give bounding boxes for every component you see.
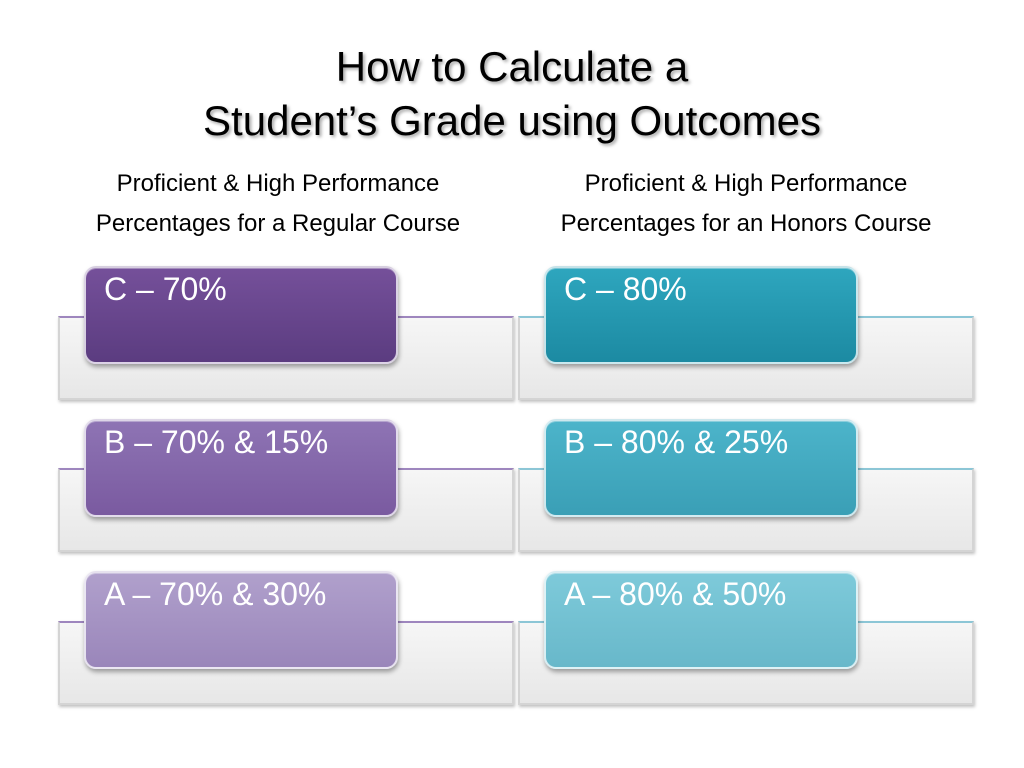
regular-grade-c-card: C – 70% bbox=[84, 266, 398, 364]
honors-grade-b-card: B – 80% & 25% bbox=[544, 419, 858, 517]
slide-title: How to Calculate a Student’s Grade using… bbox=[0, 40, 1024, 148]
regular-course-heading: Proficient & High Performance Percentage… bbox=[48, 164, 508, 244]
honors-grade-b-label: B – 80% & 25% bbox=[564, 423, 789, 460]
regular-grade-b-label: B – 70% & 15% bbox=[104, 423, 329, 460]
slide-title-line-2: Student’s Grade using Outcomes bbox=[203, 97, 821, 144]
regular-grade-a-card: A – 70% & 30% bbox=[84, 571, 398, 669]
regular-grade-b-card: B – 70% & 15% bbox=[84, 419, 398, 517]
honors-course-heading: Proficient & High Performance Percentage… bbox=[516, 164, 976, 244]
regular-grade-a-label: A – 70% & 30% bbox=[104, 575, 327, 612]
slide-title-line-1: How to Calculate a bbox=[335, 43, 689, 90]
honors-course-heading-line-2: Percentages for an Honors Course bbox=[560, 210, 932, 237]
honors-course-heading-line-1: Proficient & High Performance bbox=[584, 170, 908, 197]
honors-grade-c-label: C – 80% bbox=[564, 270, 687, 307]
honors-grade-a-label: A – 80% & 50% bbox=[564, 575, 787, 612]
regular-grade-c-label: C – 70% bbox=[104, 270, 227, 307]
regular-course-heading-line-2: Percentages for a Regular Course bbox=[95, 210, 461, 237]
honors-grade-a-card: A – 80% & 50% bbox=[544, 571, 858, 669]
honors-grade-c-card: C – 80% bbox=[544, 266, 858, 364]
regular-course-heading-line-1: Proficient & High Performance bbox=[116, 170, 440, 197]
